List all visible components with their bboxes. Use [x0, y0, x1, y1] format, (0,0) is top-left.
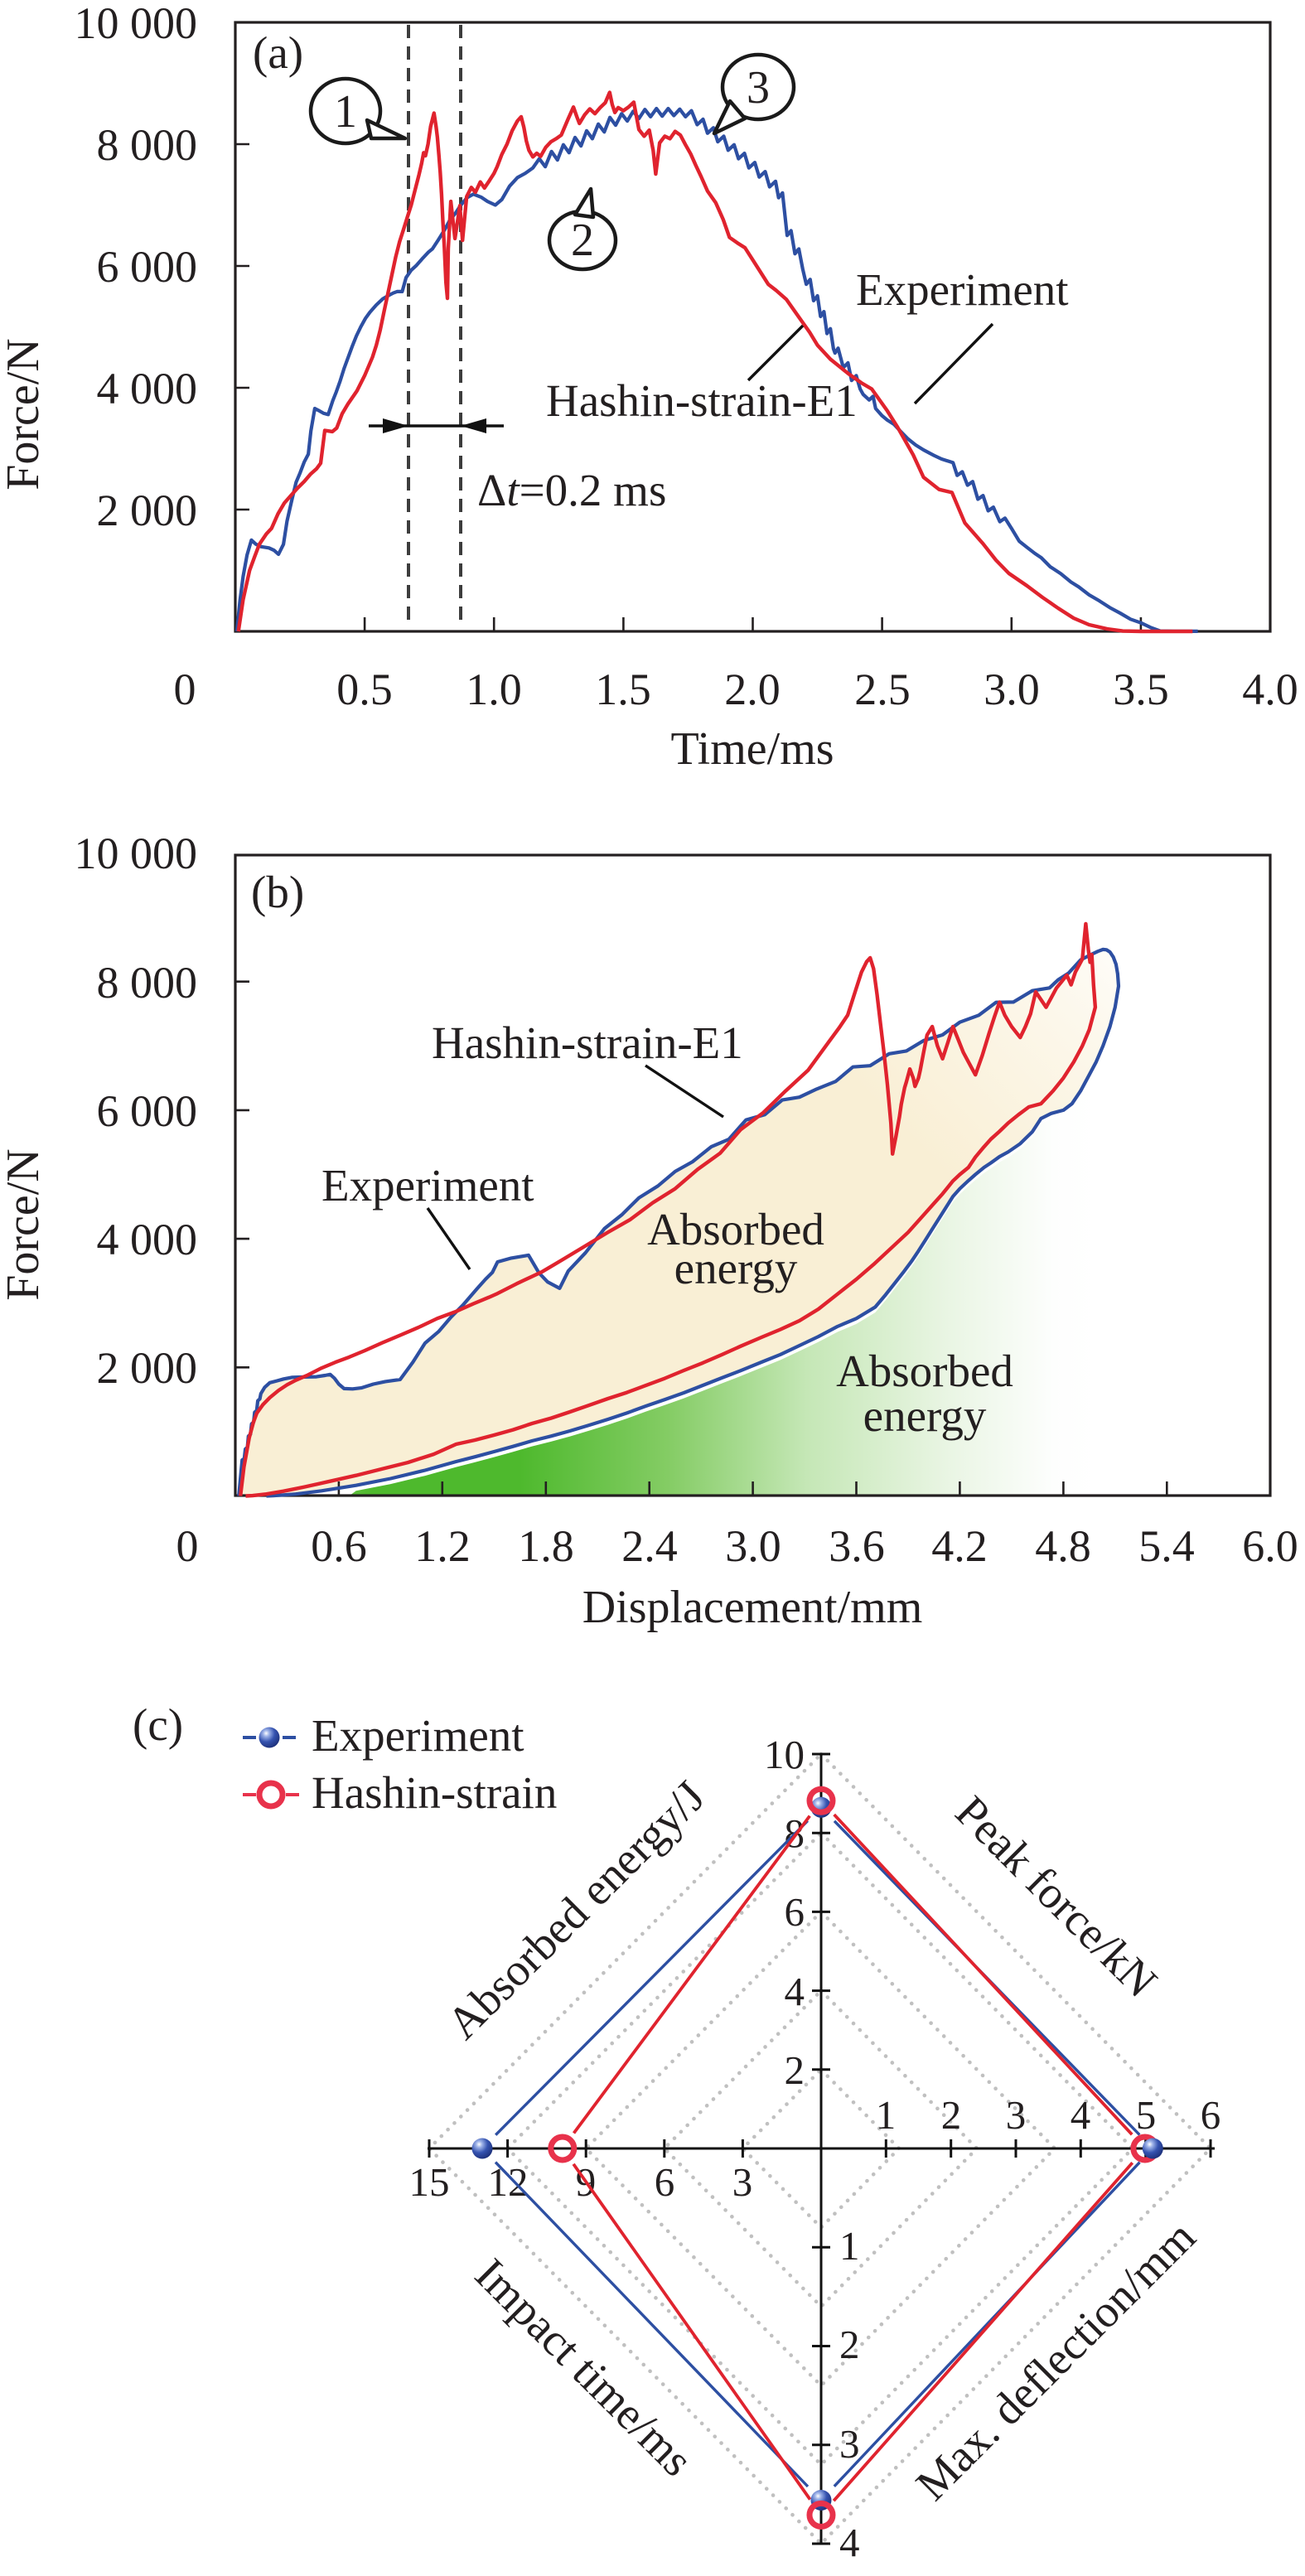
svg-text:Hashin-strain-E1: Hashin-strain-E1 [546, 375, 858, 426]
svg-text:8 000: 8 000 [97, 120, 198, 170]
svg-text:1: 1 [839, 2223, 860, 2269]
svg-text:1.5: 1.5 [595, 665, 651, 714]
svg-text:1: 1 [334, 86, 357, 138]
svg-text:Hashin-strain-E1: Hashin-strain-E1 [432, 1017, 743, 1068]
svg-text:15: 15 [409, 2159, 450, 2205]
svg-text:energy: energy [863, 1390, 987, 1441]
svg-text:Absorbed: Absorbed [836, 1346, 1013, 1396]
svg-text:4: 4 [1071, 2092, 1091, 2138]
svg-text:(a): (a) [253, 27, 303, 78]
svg-text:4 000: 4 000 [97, 364, 198, 413]
svg-text:3: 3 [839, 2421, 860, 2467]
svg-text:Experiment: Experiment [321, 1160, 534, 1211]
svg-text:2 000: 2 000 [97, 486, 198, 535]
svg-text:Time/ms: Time/ms [670, 723, 834, 775]
svg-text:0.5: 0.5 [336, 665, 393, 714]
svg-text:10: 10 [764, 1732, 805, 1777]
svg-text:2: 2 [571, 215, 594, 266]
svg-text:2: 2 [839, 2322, 860, 2367]
svg-text:Experiment: Experiment [856, 264, 1069, 315]
svg-text:3.0: 3.0 [984, 665, 1040, 714]
svg-text:2 000: 2 000 [97, 1343, 198, 1393]
svg-text:Impact time/ms: Impact time/ms [466, 2249, 703, 2486]
svg-text:Hashin-strain: Hashin-strain [312, 1767, 557, 1818]
svg-text:10 000: 10 000 [75, 0, 198, 48]
svg-text:0.6: 0.6 [311, 1521, 367, 1571]
svg-text:3: 3 [747, 62, 770, 114]
svg-text:Absorbed: Absorbed [647, 1204, 824, 1254]
svg-text:5: 5 [1136, 2092, 1157, 2138]
svg-text:3.5: 3.5 [1113, 665, 1169, 714]
svg-text:5.4: 5.4 [1138, 1521, 1195, 1571]
svg-text:6: 6 [1201, 2092, 1221, 2138]
svg-text:8 000: 8 000 [97, 958, 198, 1008]
svg-text:Peak force/kN: Peak force/kN [946, 1786, 1167, 2008]
svg-text:1.0: 1.0 [466, 665, 522, 714]
svg-text:1: 1 [876, 2092, 897, 2138]
svg-text:0: 0 [176, 1521, 199, 1571]
svg-text:0: 0 [174, 665, 196, 714]
svg-text:3.6: 3.6 [829, 1521, 885, 1571]
svg-text:2.5: 2.5 [854, 665, 911, 714]
svg-text:6.0: 6.0 [1242, 1521, 1298, 1571]
svg-text:2: 2 [941, 2092, 962, 2138]
svg-text:Displacement/mm: Displacement/mm [582, 1582, 923, 1633]
svg-text:10 000: 10 000 [75, 829, 198, 878]
svg-text:2.4: 2.4 [621, 1521, 678, 1571]
svg-text:Δt=0.2 ms: Δt=0.2 ms [477, 465, 666, 515]
svg-text:1.8: 1.8 [518, 1521, 574, 1571]
svg-text:6: 6 [655, 2159, 675, 2205]
svg-text:Experiment: Experiment [312, 1710, 524, 1761]
svg-text:3: 3 [1006, 2092, 1027, 2138]
svg-text:Force/N: Force/N [0, 1148, 49, 1301]
svg-text:(b): (b) [251, 867, 304, 917]
svg-text:6: 6 [785, 1889, 805, 1935]
svg-text:6 000: 6 000 [97, 242, 198, 292]
svg-text:4.2: 4.2 [931, 1521, 988, 1571]
svg-text:3: 3 [732, 2159, 753, 2205]
svg-text:2: 2 [785, 2047, 805, 2093]
svg-text:4.8: 4.8 [1035, 1521, 1091, 1571]
svg-text:4: 4 [839, 2520, 860, 2565]
svg-text:3.0: 3.0 [725, 1521, 781, 1571]
svg-text:4.0: 4.0 [1242, 665, 1298, 714]
svg-text:2.0: 2.0 [724, 665, 781, 714]
svg-text:4: 4 [785, 1969, 805, 2014]
svg-text:6 000: 6 000 [97, 1086, 198, 1136]
svg-text:1.2: 1.2 [414, 1521, 471, 1571]
svg-text:Force/N: Force/N [0, 338, 49, 491]
svg-text:4 000: 4 000 [97, 1215, 198, 1264]
svg-text:12: 12 [488, 2159, 529, 2205]
svg-text:energy: energy [674, 1243, 798, 1293]
svg-text:(c): (c) [133, 1699, 183, 1750]
